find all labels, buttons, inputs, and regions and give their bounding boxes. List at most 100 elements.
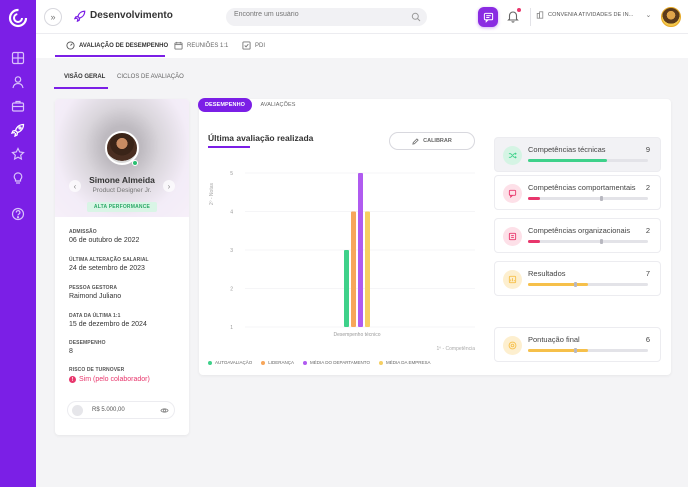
previous-employee-button[interactable]: ‹: [69, 180, 81, 192]
y-axis-label: 2º - Notas: [209, 183, 215, 206]
y-tick-label: 3: [230, 248, 233, 254]
progress-fill: [528, 349, 588, 352]
competency-card[interactable]: Resultados 7: [494, 261, 661, 296]
alert-icon: !: [69, 376, 76, 383]
company-selector[interactable]: CONVENIA ATIVIDADES DE IN... ⌄: [536, 11, 652, 19]
tab-avaliacao-desempenho[interactable]: AVALIAÇÃO DE DESEMPENHO: [66, 41, 168, 50]
benchmark-marker: [600, 239, 603, 244]
gauge-icon: [66, 41, 75, 50]
tab-label: REUNIÕES 1:1: [187, 42, 229, 49]
next-employee-button[interactable]: ›: [163, 180, 175, 192]
lightbulb-icon[interactable]: [10, 170, 26, 186]
salary-value: R$ 5.000,00: [92, 407, 125, 413]
legend-swatch: [208, 360, 212, 365]
competency-label: Competências técnicas: [528, 145, 606, 154]
pencil-icon: [412, 137, 419, 145]
user-icon[interactable]: [10, 74, 26, 90]
chevron-down-icon: ⌄: [645, 12, 652, 19]
tab-pdi[interactable]: PDI: [242, 41, 265, 50]
benchmark-marker: [573, 282, 577, 287]
employee-photo: [105, 131, 139, 165]
legend-label: MÉDIA DO DEPARTAMENTO: [310, 360, 370, 365]
competency-label: Pontuação final: [528, 335, 580, 344]
message-icon: [483, 12, 493, 23]
double-chevron-right-icon: »: [50, 12, 56, 22]
calendar-icon: [174, 41, 183, 50]
bell-icon[interactable]: [506, 9, 520, 23]
target-icon: [503, 336, 522, 355]
field-label: PESSOA GESTORA: [69, 285, 118, 291]
chat-icon: [503, 184, 522, 203]
chart-icon: [503, 270, 522, 289]
tab-reunioes[interactable]: REUNIÕES 1:1: [174, 41, 228, 50]
active-tab-indicator: [55, 55, 165, 57]
star-icon[interactable]: [10, 146, 26, 162]
field-label: RISCO DE TURNOVER: [69, 367, 125, 373]
competency-score: 2: [645, 226, 650, 235]
competency-label: Competências comportamentais: [528, 183, 636, 192]
calibrate-button[interactable]: CALIBRAR: [389, 132, 475, 150]
chart-legend: AUTOAVALIAÇÃO LIDERANÇA MÉDIA DO DEPARTAME…: [208, 360, 430, 365]
legend-label: LIDERANÇA: [268, 360, 295, 365]
eye-icon[interactable]: [160, 406, 169, 415]
tab-visao-geral[interactable]: VISÃO GERAL: [64, 74, 106, 80]
evaluation-chart: 1 2 3 4 5 2º - Notas 1º - Competência Desempenh…: [209, 171, 475, 352]
card-title: Última avaliação realizada: [208, 133, 314, 143]
legend-item: MÉDIA DO DEPARTAMENTO: [303, 360, 370, 365]
salary-field: R$ 5.000,00: [67, 401, 175, 419]
competency-card[interactable]: Competências comportamentais 2: [494, 175, 661, 210]
sidebar-rail: [0, 0, 36, 487]
user-avatar[interactable]: [661, 7, 681, 27]
chevron-right-icon: ›: [167, 181, 171, 191]
active-tab-indicator: [54, 87, 108, 89]
module-tabs: AVALIAÇÃO DE DESEMPENHO REUNIÕES 1:1 PDI: [36, 34, 688, 58]
notification-dot: [517, 8, 521, 12]
app-logo-icon[interactable]: [8, 8, 28, 28]
employee-name: Simone Almeida: [89, 175, 155, 185]
y-tick-label: 2: [230, 287, 233, 293]
help-icon[interactable]: [10, 206, 26, 222]
competency-card[interactable]: Competências técnicas 9: [494, 137, 661, 172]
benchmark-marker: [600, 196, 603, 201]
competency-card[interactable]: Competências organizacionais 2: [494, 218, 661, 253]
competency-label: Resultados: [528, 269, 566, 278]
legend-label: AUTOAVALIAÇÃO: [215, 360, 253, 365]
competency-score: 7: [645, 269, 650, 278]
building-icon: [503, 227, 522, 246]
turnover-risk: ! Sim (pelo colaborador): [69, 376, 150, 383]
competency-card[interactable]: Pontuação final 6: [494, 327, 661, 362]
search-input[interactable]: [234, 11, 404, 18]
field-label: DATA DA ÚLTIMA 1:1: [69, 313, 121, 319]
field-label: ADMISSÃO: [69, 229, 97, 235]
progress-fill: [528, 283, 588, 286]
progress-fill: [528, 240, 540, 243]
field-value: 8: [69, 348, 73, 355]
bar-m-dia-da-empresa: [365, 211, 370, 327]
performance-badge: ALTA PERFORMANCE: [87, 202, 157, 212]
search-box[interactable]: [226, 8, 427, 26]
tab-desempenho[interactable]: DESEMPENHO: [198, 98, 252, 112]
field-value: Raimond Juliano: [69, 293, 122, 300]
rocket-icon: [74, 10, 86, 22]
expand-sidebar-button[interactable]: »: [44, 8, 62, 26]
y-tick-label: 4: [230, 210, 233, 216]
category-label: Desempenho técnico: [334, 332, 381, 338]
coin-icon: [72, 405, 83, 416]
legend-swatch: [303, 360, 308, 365]
dashboard-icon[interactable]: [10, 50, 26, 66]
performance-card: DESEMPENHO AVALIAÇÕES Última avaliação r…: [198, 98, 671, 375]
field-label: DESEMPENHO: [69, 340, 106, 346]
legend-item: AUTOAVALIAÇÃO: [208, 360, 252, 365]
progress-track: [528, 282, 648, 287]
rocket-icon[interactable]: [10, 122, 26, 138]
briefcase-icon[interactable]: [10, 98, 26, 114]
field-value: 24 de setembro de 2023: [69, 265, 145, 272]
tab-avaliacoes[interactable]: AVALIAÇÕES: [260, 102, 296, 108]
chevron-left-icon: ‹: [73, 181, 77, 191]
employee-role: Product Designer Jr.: [92, 187, 152, 194]
tab-label: PDI: [255, 42, 266, 49]
competency-score: 6: [645, 335, 650, 344]
chat-button[interactable]: [478, 7, 498, 27]
tab-ciclos-avaliacao[interactable]: CICLOS DE AVALIAÇÃO: [117, 74, 184, 80]
legend-swatch: [261, 360, 266, 365]
